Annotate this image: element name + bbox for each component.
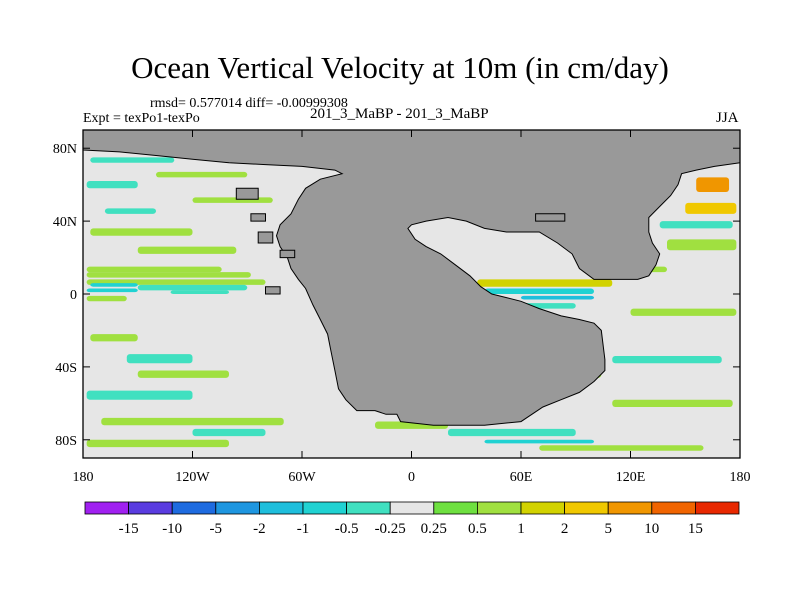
colorbar-label: 15 — [688, 521, 703, 537]
anomaly-band — [448, 428, 576, 437]
colorbar-swatch — [215, 501, 260, 515]
land-island-a — [235, 187, 259, 200]
anomaly-band — [86, 288, 138, 293]
anomaly-band — [90, 334, 138, 342]
colorbar-label: 0.5 — [468, 521, 487, 537]
anomaly-band — [477, 279, 613, 287]
x-tick-label: 0 — [408, 470, 415, 485]
anomaly-band — [667, 239, 737, 251]
land-island-d — [279, 249, 296, 259]
colorbar-label: -5 — [210, 521, 223, 537]
colorbar-label: -15 — [119, 521, 139, 537]
anomaly-band — [484, 288, 594, 294]
chart-title: Ocean Vertical Velocity at 10m (in cm/da… — [131, 50, 669, 85]
colorbar-swatch — [346, 501, 391, 515]
anomaly-band — [170, 290, 229, 294]
anomaly-band — [86, 439, 230, 448]
anomaly-band — [156, 171, 248, 178]
anomaly-band — [90, 157, 175, 163]
colorbar-swatch — [651, 501, 696, 515]
anomaly-band — [126, 354, 193, 364]
colorbar-label: -10 — [162, 521, 182, 537]
anomaly-band — [86, 266, 222, 273]
anomaly-band — [90, 228, 193, 236]
colorbar-label: -1 — [297, 521, 310, 537]
y-tick-label: 0 — [70, 288, 77, 303]
anomaly-band — [86, 390, 193, 400]
x-tick-label: 60W — [288, 470, 316, 485]
x-tick-label: 180 — [73, 470, 94, 485]
x-tick-label: 120E — [616, 470, 646, 485]
anomaly-band — [104, 208, 156, 214]
x-tick-label: 60E — [510, 470, 533, 485]
colorbar-swatch — [607, 501, 653, 515]
anomaly-band — [612, 399, 733, 407]
land-island-e — [265, 286, 281, 295]
colorbar-label: 1 — [517, 521, 525, 537]
colorbar-label: 10 — [644, 521, 659, 537]
colorbar-swatch — [564, 501, 609, 515]
colorbar-label: -0.25 — [375, 521, 406, 537]
anomaly-band — [137, 246, 237, 254]
colorbar-label: -2 — [253, 521, 266, 537]
y-tick-label: 80S — [55, 434, 77, 449]
anomaly-band — [137, 370, 229, 378]
anomaly-band — [137, 284, 248, 291]
anomaly-band — [659, 221, 733, 229]
colorbar-swatch — [171, 501, 217, 515]
land-island-c — [257, 231, 274, 244]
x-tick-label: 120W — [175, 470, 210, 485]
colorbar-label: 2 — [561, 521, 569, 537]
colorbar-label: -0.5 — [335, 521, 359, 537]
anomaly-band — [630, 308, 737, 316]
experiment-line: Expt = texPo1-texPo — [83, 111, 200, 126]
anomaly-band — [101, 417, 284, 426]
colorbar-swatch — [258, 501, 304, 515]
colorbar-swatch — [302, 501, 347, 515]
colorbar-swatch — [476, 501, 522, 515]
anomaly-band — [86, 295, 127, 302]
anomaly-band — [86, 181, 138, 189]
y-tick-label: 40N — [53, 215, 77, 230]
y-tick-label: 40S — [55, 361, 77, 376]
anomaly-band — [90, 283, 138, 287]
colorbar-swatch — [389, 501, 435, 515]
colorbar-swatch — [695, 501, 740, 515]
anomaly-band — [484, 439, 594, 444]
land-americas — [83, 130, 740, 426]
land-island-b — [250, 213, 266, 222]
anomaly-band — [521, 295, 594, 300]
anomaly-band — [539, 445, 704, 451]
colorbar-swatch — [433, 501, 478, 515]
colorbar-swatch — [128, 501, 173, 515]
stats-line: rmsd= 0.577014 diff= -0.00999308 — [150, 96, 348, 111]
anomaly-band — [612, 355, 722, 364]
anomaly-band — [696, 177, 730, 192]
colorbar-swatch — [520, 501, 565, 515]
land-island-f — [535, 213, 566, 222]
run-label: 201_3_MaBP - 201_3_MaBP — [310, 106, 489, 122]
colorbar-label: 5 — [604, 521, 612, 537]
season-label: JJA — [716, 110, 739, 126]
anomaly-band — [86, 272, 251, 278]
x-tick-label: 180 — [730, 470, 751, 485]
y-tick-label: 80N — [53, 142, 77, 157]
anomaly-band — [685, 202, 737, 214]
colorbar-swatch — [84, 501, 129, 515]
anomaly-band — [192, 428, 266, 437]
colorbar-label: 0.25 — [421, 521, 447, 537]
anomaly-band — [192, 197, 273, 203]
